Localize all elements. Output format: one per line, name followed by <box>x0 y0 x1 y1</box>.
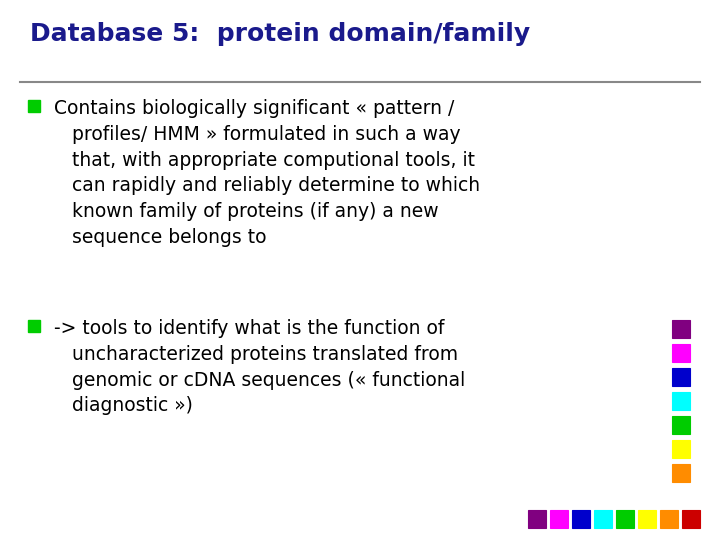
Bar <box>660 510 678 528</box>
Bar <box>672 464 690 482</box>
Bar <box>672 392 690 410</box>
Bar <box>638 510 656 528</box>
Bar <box>28 100 40 112</box>
Text: Database 5:  protein domain/family: Database 5: protein domain/family <box>30 22 530 46</box>
Bar <box>550 510 568 528</box>
Bar <box>528 510 546 528</box>
Bar <box>616 510 634 528</box>
Bar <box>682 510 700 528</box>
Text: -> tools to identify what is the function of
    uncharacterized proteins transl: -> tools to identify what is the functio… <box>48 319 465 415</box>
Bar <box>672 344 690 362</box>
Bar <box>594 510 612 528</box>
Bar <box>672 416 690 434</box>
Bar <box>672 368 690 386</box>
Text: Contains biologically significant « pattern /
    profiles/ HMM » formulated in : Contains biologically significant « patt… <box>48 99 480 247</box>
Bar <box>28 320 40 332</box>
Bar <box>672 320 690 338</box>
Bar <box>572 510 590 528</box>
Bar <box>672 440 690 458</box>
